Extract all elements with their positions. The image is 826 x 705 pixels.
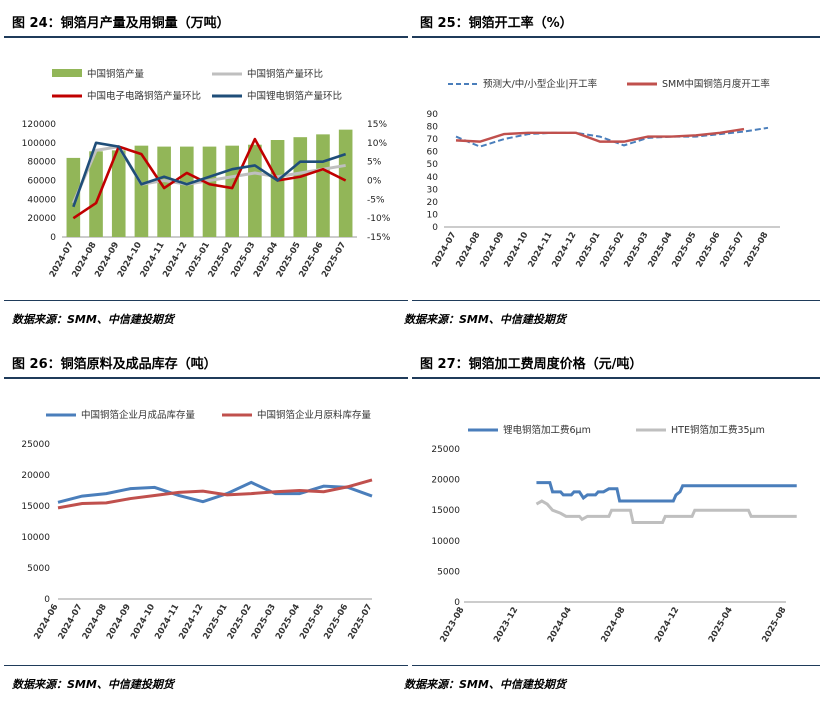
c24-bar-2024-12 [180, 146, 194, 237]
chart-24-title: 图 24：铜箔月产量及用铜量（万吨） [12, 16, 230, 31]
chart-27-title: 图 27：铜箔加工费周度价格（元/吨） [420, 357, 643, 372]
c25-legend-forecast-label: 预测大/中/小型企业|开工率 [483, 78, 598, 90]
c27-legend-hte-label: HTE铜箔加工费35μm [671, 424, 765, 436]
c24-yright-tick-1: -10% [367, 214, 391, 224]
c24-bar-2025-07 [338, 129, 353, 237]
c27-xtick-1: 2023-12 [492, 605, 520, 644]
c26-legend-finished-label: 中国铜箔企业月成品库存量 [81, 409, 196, 421]
c25-y-tick-2: 20 [427, 198, 439, 208]
chart-25-operating-rate: 预测大/中/小型企业|开工率 SMM中国铜箔月度开工率 0 10 20 30 40 50 60 7… [427, 78, 780, 269]
c27-xtick-0: 2023-08 [438, 605, 466, 644]
chart-26-bottom-rule [4, 665, 408, 666]
c24-bar-2025-02 [225, 145, 239, 237]
chart-26-inventory: 中国铜箔企业月成品库存量 中国铜箔企业月原料库存量 0 5000 10000 15000 2… [21, 409, 374, 641]
c26-line-raw [57, 478, 373, 510]
c27-xtick-2: 2024-04 [546, 605, 574, 644]
c24-yright-tick-2: -5% [367, 195, 385, 205]
c24-yleft-tick-1: 20000 [27, 214, 56, 224]
c26-line-finished [57, 480, 373, 504]
chart-25-source: 数据来源：SMM、中信建投期货 [404, 313, 566, 326]
c24-yleft-tick-4: 80000 [27, 158, 56, 168]
chart-26-source: 数据来源：SMM、中信建投期货 [12, 678, 174, 691]
chart-27-source: 数据来源：SMM、中信建投期货 [404, 678, 566, 691]
c24-yright-tick-4: 5% [367, 158, 382, 168]
chart-27-processing-fee: 锂电铜箔加工费6μm HTE铜箔加工费35μm 0 5000 10000 15000 200… [431, 424, 797, 644]
c24-legend-output-label: 中国铜箔产量 [87, 68, 145, 80]
c24-legend-output-swatch [52, 69, 82, 77]
c27-legend-li-label: 锂电铜箔加工费6μm [503, 424, 591, 436]
c24-yright-tick-0: -15% [367, 233, 391, 243]
c24-bar-2025-01 [202, 146, 217, 237]
c27-xtick-4: 2024-12 [653, 605, 681, 644]
c24-yright-tick-6: 15% [367, 120, 387, 130]
c24-yleft-tick-6: 120000 [22, 120, 57, 130]
c25-y-tick-1: 10 [427, 210, 439, 220]
c24-yleft-tick-3: 60000 [27, 177, 56, 187]
c26-y-tick-0: 0 [44, 595, 50, 605]
chart-25-bottom-rule [412, 300, 820, 301]
c25-y-tick-0: 0 [432, 223, 438, 233]
c24-yleft-tick-0: 0 [50, 233, 56, 243]
c26-y-tick-3: 15000 [21, 502, 50, 512]
c25-line-forecast [455, 126, 769, 148]
c24-bar-2024-10 [134, 145, 149, 237]
chart-25-top-rule [412, 36, 820, 38]
c27-y-tick-0: 0 [454, 598, 460, 608]
c25-line-smm [455, 127, 745, 143]
c24-bar-2025-03 [248, 144, 262, 237]
c25-y-tick-9: 90 [427, 110, 439, 120]
chart-24-top-rule [4, 36, 408, 38]
c27-line-hte [535, 499, 797, 524]
c25-y-tick-3: 30 [427, 185, 439, 195]
c24-legend-battery-mom-label: 中国锂电铜箔产量环比 [247, 90, 342, 102]
c25-y-tick-8: 80 [427, 123, 439, 133]
c25-y-tick-5: 50 [427, 160, 439, 170]
c27-xtick-5: 2025-04 [707, 605, 735, 644]
chart-24-source: 数据来源：SMM、中信建投期货 [12, 313, 174, 326]
c26-y-tick-5: 25000 [21, 440, 50, 450]
c25-xtick-13: 2025-08 [742, 230, 770, 269]
c26-y-tick-2: 10000 [21, 533, 50, 543]
c24-bar-2024-08 [89, 151, 103, 237]
c26-y-tick-1: 5000 [27, 564, 50, 574]
c24-bar-2025-06 [316, 134, 330, 237]
c24-bar-2024-11 [157, 146, 171, 237]
chart-27-bottom-rule [412, 665, 820, 666]
c27-y-tick-2: 10000 [431, 537, 460, 547]
c24-yright-tick-5: 10% [367, 139, 387, 149]
c25-y-tick-4: 40 [427, 173, 439, 183]
c27-xtick-6: 2025-08 [760, 605, 788, 644]
c24-yleft-tick-5: 100000 [22, 139, 57, 149]
c27-line-li [536, 481, 797, 503]
c24-bar-2025-05 [293, 137, 308, 237]
c25-y-tick-7: 70 [427, 135, 439, 145]
chart-26-title: 图 26：铜箔原料及成品库存（吨） [12, 357, 217, 372]
c27-y-tick-1: 5000 [437, 567, 460, 577]
chart-24-bottom-rule [4, 300, 408, 301]
c24-bar-2024-09 [111, 150, 126, 237]
c25-legend-smm-label: SMM中国铜箔月度开工率 [662, 78, 770, 90]
c24-legend-output-mom-label: 中国铜箔产量环比 [247, 68, 323, 80]
c26-legend-raw-label: 中国铜箔企业月原料库存量 [257, 409, 372, 421]
c24-legend-circuit-mom-label: 中国电子电路铜箔产量环比 [87, 90, 201, 102]
c26-y-tick-4: 20000 [21, 471, 50, 481]
c24-line-battery-mom [72, 141, 347, 208]
c24-yright-tick-3: 0% [367, 177, 382, 187]
chart-25-title: 图 25：铜箔开工率（%） [420, 16, 573, 31]
chart-27-top-rule [412, 377, 820, 379]
c24-yleft-tick-2: 40000 [27, 195, 56, 205]
c27-y-tick-5: 25000 [431, 445, 460, 455]
c27-y-tick-4: 20000 [431, 476, 460, 486]
c27-y-tick-3: 15000 [431, 506, 460, 516]
c25-y-tick-6: 60 [427, 148, 439, 158]
c24-bar-2024-07 [66, 157, 81, 237]
c24-bar-2025-04 [270, 140, 285, 237]
chart-26-top-rule [4, 377, 408, 379]
c26-xtick-13: 2025-07 [346, 602, 374, 641]
c27-xtick-3: 2024-08 [599, 605, 627, 644]
